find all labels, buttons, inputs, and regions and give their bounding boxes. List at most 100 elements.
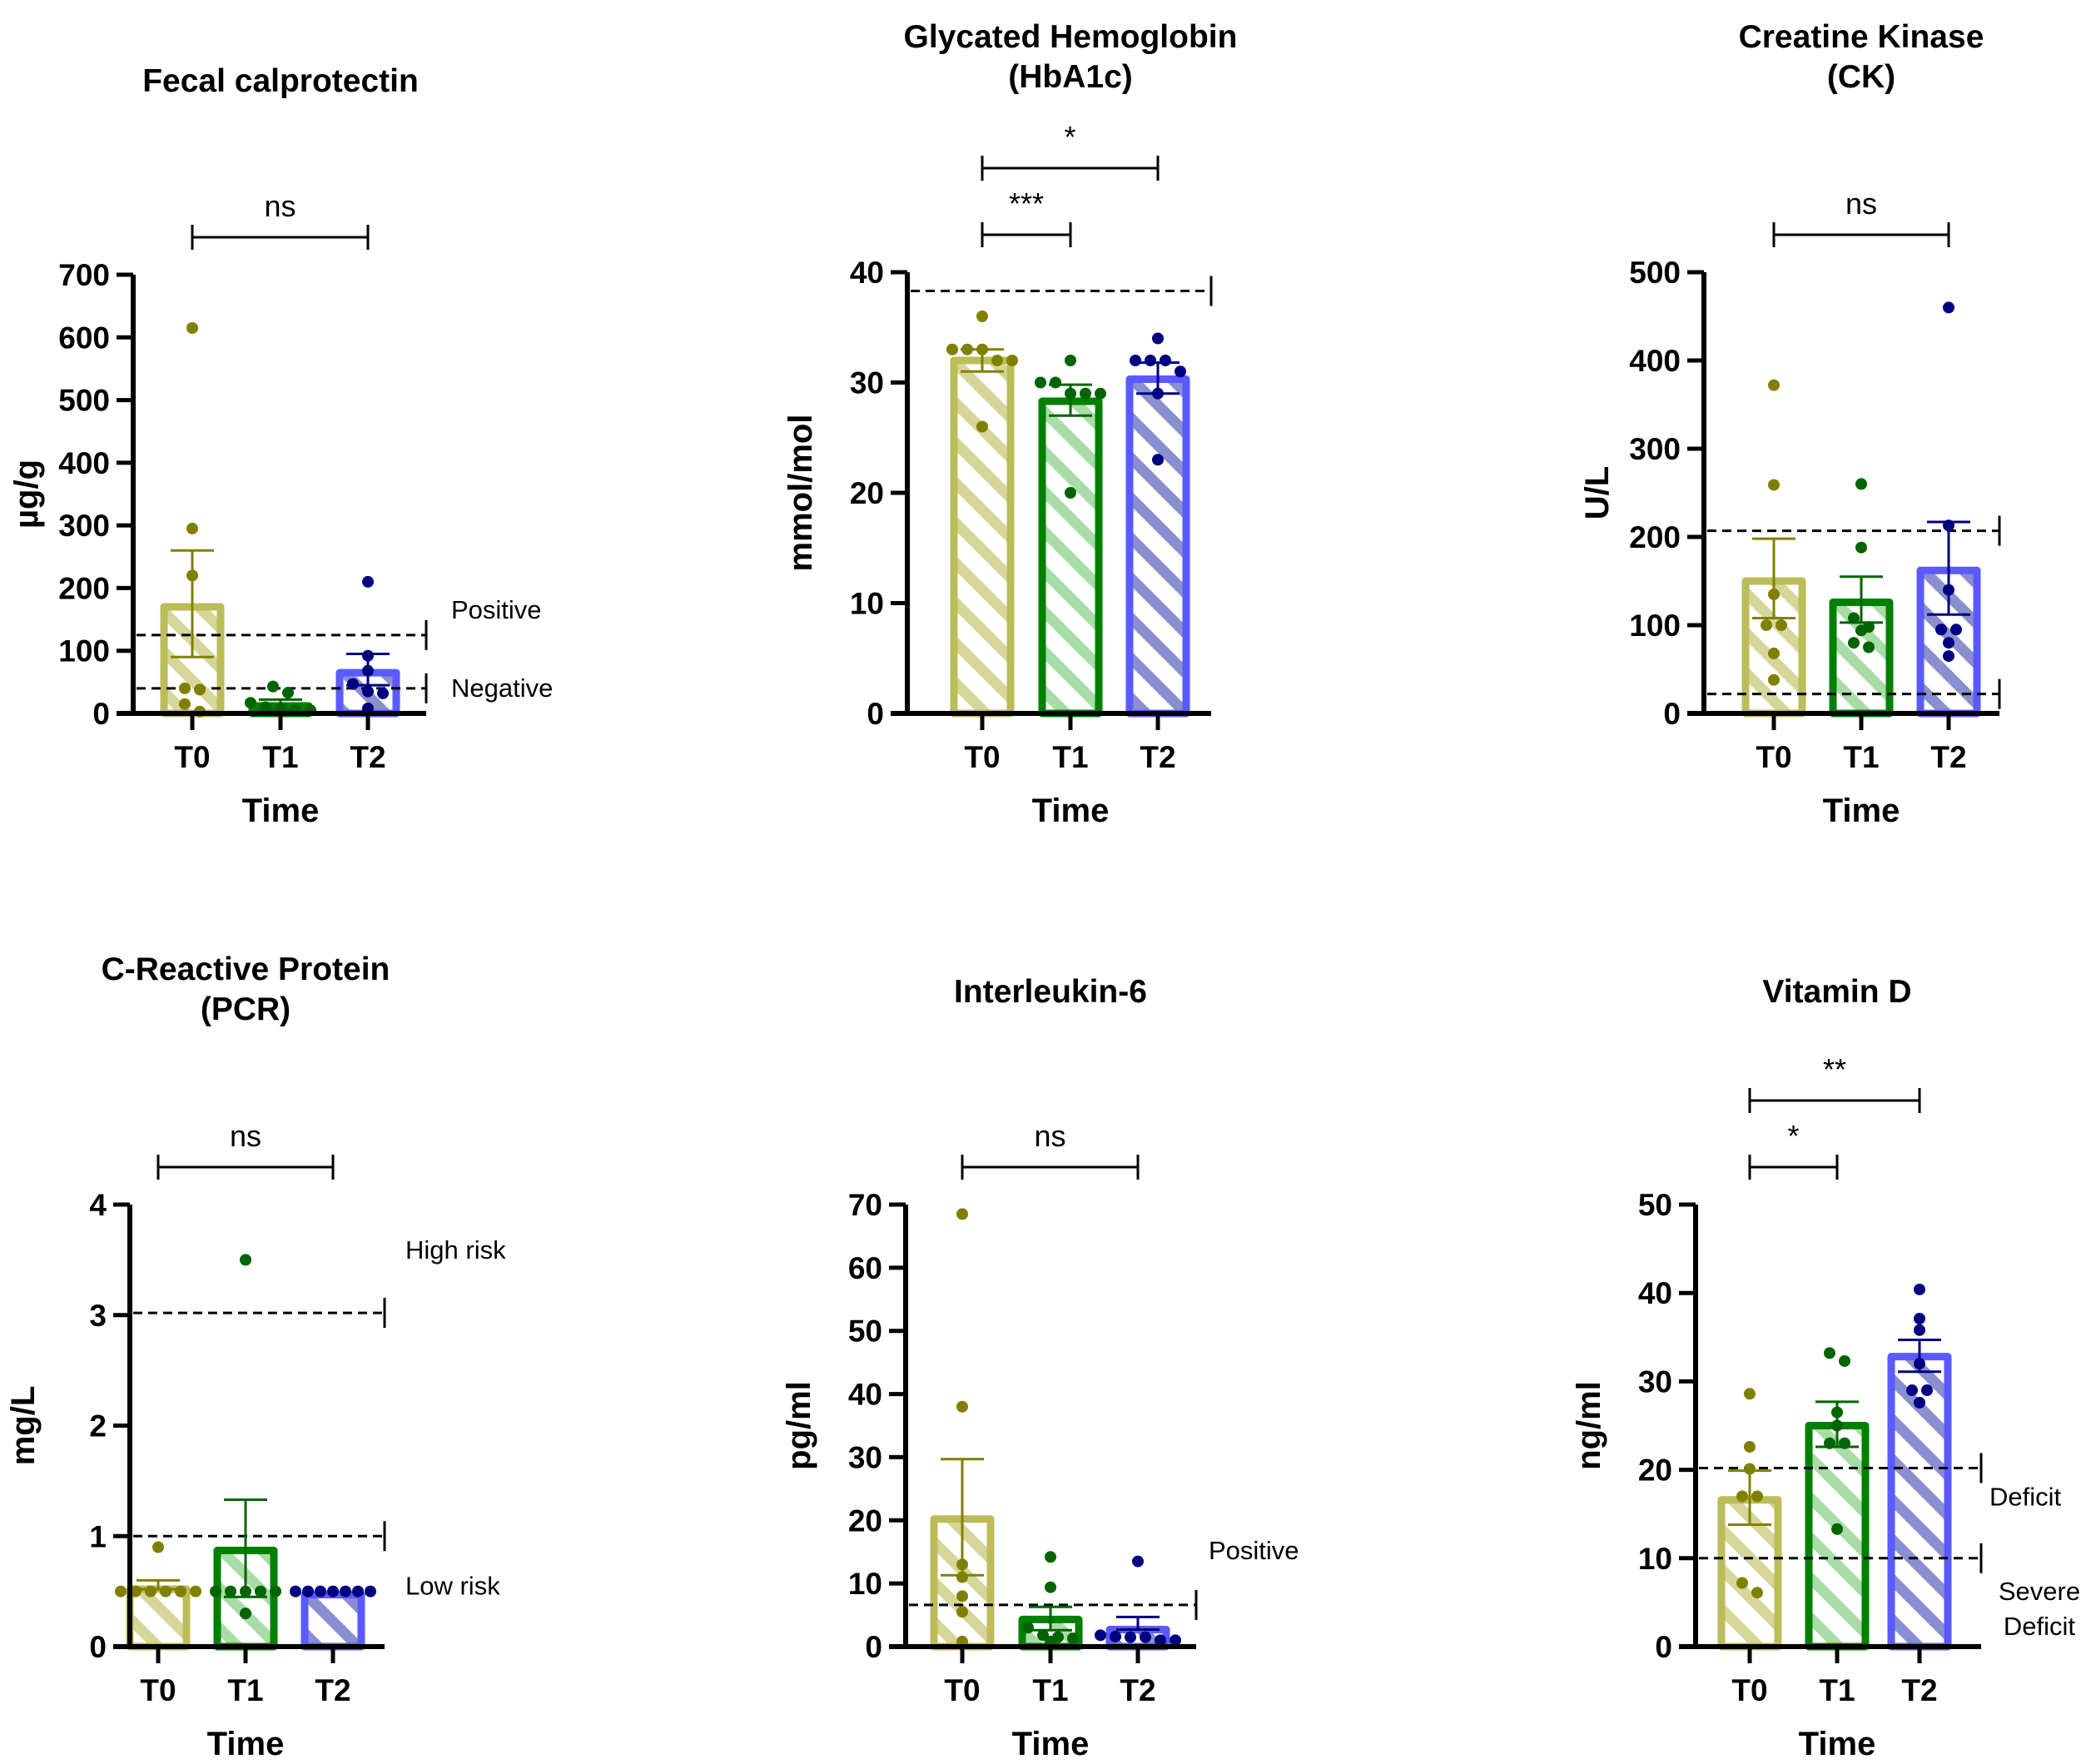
data-point-T1 [1848,612,1860,624]
chart-title: (CK) [1827,59,1895,95]
chart-title: Glycated Hemoglobin [904,19,1238,55]
y-tick-label: 300 [58,509,110,543]
x-axis-title: Time [1032,793,1110,829]
data-point-T1 [225,1585,236,1598]
y-tick-label: 0 [1655,1630,1672,1664]
data-point-T1 [1839,1437,1850,1449]
panel-5: Vitamin D Deficit Severe Deficit 0 10 20 30 40 50… [1571,974,2080,1762]
data-point-T2 [1095,1629,1106,1642]
x-tick-label: T0 [1731,1673,1767,1707]
data-point-T0 [1751,1490,1763,1503]
data-point-T0 [1768,673,1780,686]
reference-label: Positive [451,595,542,624]
significance-label: ** [1823,1052,1846,1086]
data-point-T1 [1831,1523,1843,1535]
x-axis-title: Time [1012,1726,1090,1762]
x-tick-label: T0 [174,740,210,774]
y-tick-label: 40 [1638,1276,1672,1310]
data-point-T1 [1855,541,1867,554]
data-point-T2 [352,1585,364,1598]
data-point-T2 [1950,624,1962,636]
data-point-T1 [1824,1347,1835,1359]
x-tick-label: T2 [1140,740,1175,774]
data-point-T0 [1744,1440,1756,1453]
reference-label-line: Severe [1999,1577,2080,1606]
data-point-T0 [179,682,191,694]
data-point-T2 [315,1585,326,1598]
y-tick-label: 0 [865,1630,882,1664]
significance-label: ns [264,189,296,223]
data-point-T2 [1125,1631,1136,1643]
data-point-T0 [956,1400,968,1413]
panel-0: Fecal calprotectin Positive Negative 0 100 20… [8,63,553,829]
data-point-T0 [946,343,958,355]
data-point-T2 [1140,1631,1151,1643]
y-tick-label: 400 [58,446,110,480]
x-axis-title: Time [207,1726,285,1762]
data-point-T0 [1768,588,1780,600]
data-point-T1 [1080,387,1091,400]
y-tick-label: 200 [1629,520,1681,554]
data-point-T2 [327,1585,339,1598]
y-tick-label: 600 [58,321,110,355]
significance-label: ns [230,1119,261,1153]
data-point-T1 [260,701,271,713]
data-point-T1 [1831,1406,1843,1419]
data-point-T2 [1943,637,1954,649]
panel-3: C-Reactive Protein (PCR) High risk Low risk… [5,952,506,1762]
reference-label: Severe Deficit [1999,1577,2080,1641]
data-point-T0 [1761,619,1772,631]
data-point-T1 [1839,1354,1850,1367]
significance-label: *** [1009,186,1044,221]
y-tick-label: 10 [850,587,884,621]
y-tick-label: 0 [92,697,110,731]
data-point-T2 [362,649,374,662]
data-point-T2 [1914,1396,1925,1409]
y-tick-label: 0 [89,1630,107,1664]
data-point-T1 [282,687,294,699]
reference-label: Low risk [405,1571,500,1600]
data-point-T0 [190,1585,201,1598]
data-point-T1 [1022,1622,1034,1634]
panel-1: Glycated Hemoglobin (HbA1c) 0 10 20 30 40 T0 T1 T… [782,19,1237,829]
y-tick-label: 1 [89,1519,107,1553]
y-tick-label: 50 [1638,1188,1672,1222]
data-point-T1 [1065,355,1076,366]
x-tick-label: T1 [1052,740,1088,774]
data-point-T2 [362,575,374,588]
x-tick-label: T2 [1930,740,1966,774]
data-point-T1 [270,1585,281,1598]
bar-T0 [126,1585,191,1651]
data-point-T0 [976,343,988,355]
y-tick-label: 100 [58,634,110,668]
y-tick-label: 2 [89,1409,107,1443]
data-point-T0 [1751,1587,1763,1599]
data-point-T1 [1045,1551,1056,1563]
data-point-T2 [377,687,389,699]
data-point-T1 [1067,1632,1079,1645]
y-tick-label: 0 [1663,697,1681,731]
y-tick-label: 20 [1638,1453,1672,1488]
data-point-T1 [1831,1419,1843,1432]
x-tick-label: T0 [140,1673,176,1707]
data-point-T0 [1776,619,1787,631]
y-tick-label: 30 [848,1440,882,1474]
data-point-T0 [976,420,988,433]
data-point-T1 [1855,478,1867,490]
data-point-T2 [1170,1634,1181,1647]
data-point-T1 [240,1607,251,1620]
x-tick-label: T0 [964,740,1000,774]
x-tick-label: T2 [315,1673,350,1707]
x-tick-label: T2 [1901,1673,1937,1707]
data-point-T1 [245,697,256,709]
x-tick-label: T1 [227,1673,263,1707]
data-point-T2 [1110,1630,1121,1642]
y-tick-label: 500 [1629,256,1681,290]
bar-T1 [1805,1422,1870,1651]
chart-title: Vitamin D [1762,974,1911,1010]
y-tick-label: 0 [867,697,884,731]
data-point-T2 [1943,301,1954,314]
data-point-T0 [160,1585,171,1598]
y-axis-title: mg/L [5,1386,42,1466]
